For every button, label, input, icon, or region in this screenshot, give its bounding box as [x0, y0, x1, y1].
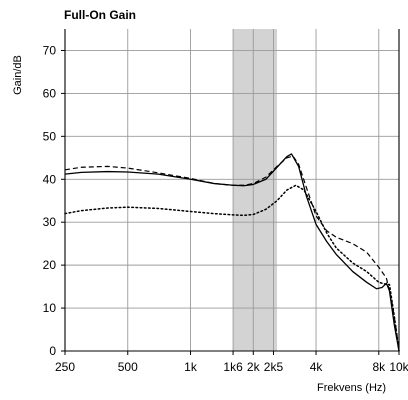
y-tick-label: 30	[43, 215, 57, 229]
grid-layer	[65, 29, 399, 351]
x-tick-label: 1k6	[223, 360, 243, 374]
series-line-dotted	[64, 184, 400, 352]
series-line-dashed	[64, 155, 400, 352]
x-tick-label: 1k	[184, 360, 198, 374]
y-axis-label: Gain/dB	[12, 55, 24, 95]
y-tick-label: 70	[43, 43, 57, 57]
y-tick-label: 20	[43, 258, 57, 272]
chart-title: Full-On Gain	[64, 8, 136, 22]
shaded-band	[233, 29, 278, 351]
y-tick-label: 40	[43, 172, 57, 186]
y-tick-label: 50	[43, 129, 57, 143]
x-tick-label: 8k	[372, 360, 386, 374]
x-tick-label: 2k	[247, 360, 261, 374]
axes-frame	[64, 29, 400, 352]
shaded-band-layer	[233, 29, 278, 351]
x-axis-label: Frekvens (Hz)	[317, 382, 386, 394]
series-layer	[64, 153, 400, 352]
series-line-solid	[64, 153, 400, 352]
y-tick-label: 60	[43, 86, 57, 100]
y-tick-label: 10	[43, 301, 57, 315]
y-tick-label: 0	[49, 344, 56, 358]
tick-label-layer: 0 10 20 30 40 50 60 70 250 500 1k 1k6 2k 2k5 4k 8k 10k	[43, 43, 408, 374]
x-tick-label: 4k	[310, 360, 324, 374]
x-tick-label: 2k5	[264, 360, 284, 374]
x-tick-label: 10k	[389, 360, 408, 374]
x-tick-label: 250	[55, 360, 75, 374]
x-tick-label: 500	[118, 360, 138, 374]
